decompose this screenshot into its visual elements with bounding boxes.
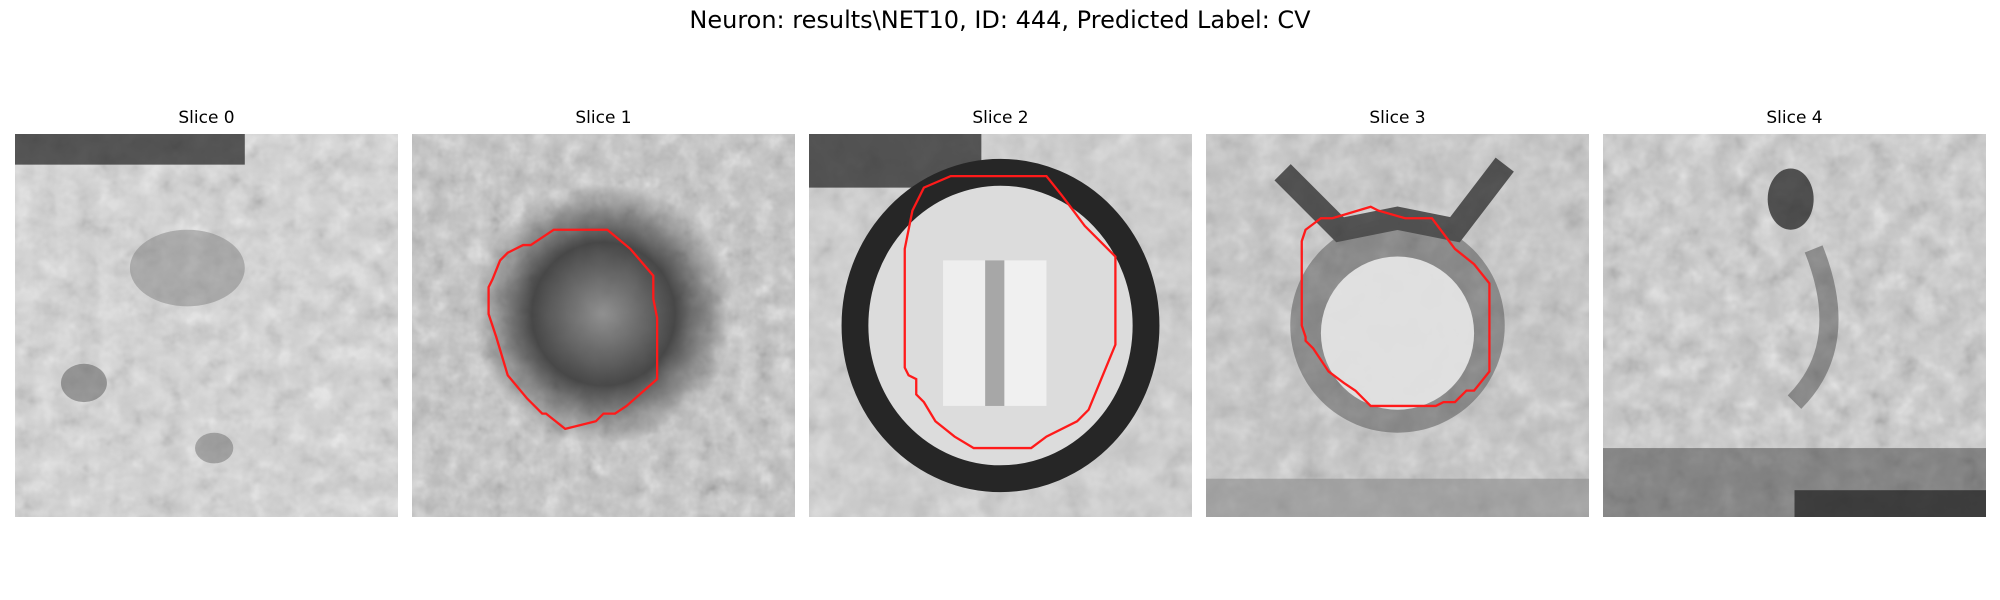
slice-image-3	[1206, 134, 1589, 517]
slice-title-3: Slice 3	[1369, 108, 1426, 128]
slice-title-1: Slice 1	[575, 108, 632, 128]
contour-1	[487, 228, 659, 431]
slice-title-0: Slice 0	[178, 108, 235, 128]
slice-image-2	[809, 134, 1192, 517]
slice-title-4: Slice 4	[1766, 108, 1823, 128]
slice-image-1	[412, 134, 795, 517]
figure-title: Neuron: results\NET10, ID: 444, Predicte…	[689, 6, 1311, 34]
slice-title-2: Slice 2	[972, 108, 1029, 128]
slice-image-0	[15, 134, 398, 517]
contour-3	[1300, 205, 1491, 408]
contour-2	[903, 174, 1117, 450]
slice-image-4	[1603, 134, 1986, 517]
